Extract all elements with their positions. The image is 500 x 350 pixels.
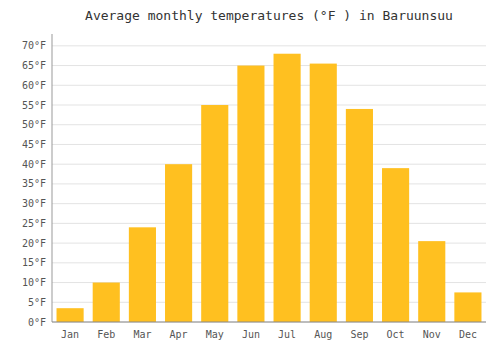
x-tick-label: Feb bbox=[97, 329, 115, 340]
y-tick-label: 60°F bbox=[22, 80, 46, 91]
bar bbox=[201, 105, 228, 322]
y-tick-labels: 0°F 5°F 10°F 15°F 20°F 25°F 30°F 35°F 40°F 45°F 50… bbox=[22, 40, 46, 327]
y-tick-label: 35°F bbox=[22, 178, 46, 189]
y-tick-label: 25°F bbox=[22, 218, 46, 229]
bar bbox=[346, 109, 373, 322]
y-tick-label: 10°F bbox=[22, 277, 46, 288]
chart-container: Average monthly temperatures (°F ) in Ba… bbox=[0, 0, 500, 350]
x-tick-label: Apr bbox=[170, 329, 188, 340]
chart: Average monthly temperatures (°F ) in Ba… bbox=[0, 0, 500, 350]
x-tick-label: Sep bbox=[350, 329, 368, 340]
bar bbox=[274, 54, 301, 322]
y-tick-label: 0°F bbox=[28, 317, 46, 328]
y-tick-label: 50°F bbox=[22, 119, 46, 130]
grid-line bbox=[52, 144, 486, 145]
y-tick-label: 20°F bbox=[22, 238, 46, 249]
x-tick-label: Dec bbox=[459, 329, 477, 340]
grid-line bbox=[52, 124, 486, 125]
y-tick-label: 55°F bbox=[22, 100, 46, 111]
y-tick-label: 65°F bbox=[22, 60, 46, 71]
grid-line bbox=[52, 105, 486, 106]
x-tick-label: Nov bbox=[423, 329, 441, 340]
y-grid bbox=[52, 46, 486, 322]
grid-line bbox=[52, 45, 486, 46]
bar bbox=[57, 308, 84, 322]
grid-line bbox=[52, 223, 486, 224]
bar bbox=[382, 168, 409, 322]
bar bbox=[165, 164, 192, 322]
x-tick-label: Jun bbox=[242, 329, 260, 340]
y-tick-label: 5°F bbox=[28, 297, 46, 308]
bar bbox=[418, 241, 445, 322]
bar bbox=[237, 66, 264, 322]
y-tick-label: 45°F bbox=[22, 139, 46, 150]
x-tick-label: Jul bbox=[278, 329, 296, 340]
x-tick-label: Aug bbox=[314, 329, 332, 340]
x-tick-label: Mar bbox=[133, 329, 151, 340]
title: Average monthly temperatures (°F ) in Ba… bbox=[85, 8, 453, 23]
grid-line bbox=[52, 322, 486, 323]
y-tick-label: 40°F bbox=[22, 159, 46, 170]
bar bbox=[129, 227, 156, 322]
bar bbox=[310, 64, 337, 322]
grid-line bbox=[52, 164, 486, 165]
grid-line bbox=[52, 65, 486, 66]
bars bbox=[57, 54, 482, 322]
bar bbox=[454, 292, 481, 322]
x-tick-labels: Jan Feb Mar Apr May Jun Jul Aug Sep Oct Nov Dec bbox=[61, 329, 477, 340]
x-tick-label: Oct bbox=[387, 329, 405, 340]
bar bbox=[93, 283, 120, 322]
y-tick-label: 70°F bbox=[22, 40, 46, 51]
x-tick-label: May bbox=[206, 329, 224, 340]
y-tick-label: 30°F bbox=[22, 198, 46, 209]
grid-line bbox=[52, 85, 486, 86]
grid-line bbox=[52, 203, 486, 204]
y-tick-label: 15°F bbox=[22, 257, 46, 268]
grid-line bbox=[52, 183, 486, 184]
x-axis-line bbox=[52, 322, 486, 323]
y-axis-line bbox=[52, 34, 53, 322]
x-tick-label: Jan bbox=[61, 329, 79, 340]
